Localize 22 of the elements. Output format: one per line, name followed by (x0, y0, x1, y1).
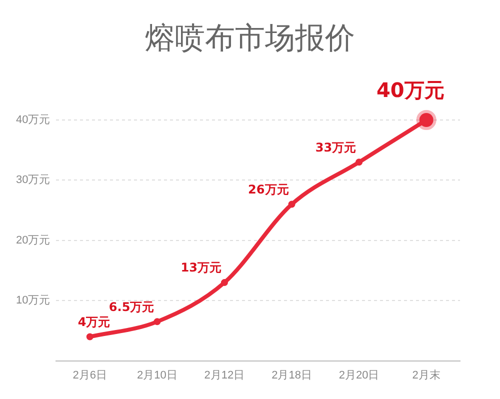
x-tick-label: 2月末 (412, 368, 440, 382)
point (356, 158, 363, 166)
data-label: 26万元 (248, 182, 289, 196)
x-tick-label: 2月10日 (136, 369, 178, 382)
y-tick-label: 20万元 (16, 234, 50, 246)
data-label: 13万元 (180, 260, 222, 275)
data-label: 6.5万元 (108, 300, 154, 314)
x-tick-label: 2月18日 (272, 369, 312, 382)
y-tick-label: 40万元 (16, 114, 50, 126)
point (154, 318, 161, 326)
x-tick-label: 2月20日 (338, 369, 380, 382)
data-label: 33万元 (315, 140, 356, 154)
y-tick-label: 30万元 (16, 174, 50, 186)
point (288, 200, 296, 208)
x-tick-label: 2月12日 (204, 369, 245, 382)
data-label: 40万元 (376, 78, 444, 102)
point (220, 279, 228, 286)
chart-title: 熔喷布市场报价 (144, 20, 356, 58)
x-tick-label: 2月6日 (72, 369, 108, 382)
point (86, 333, 94, 340)
y-tick-label: 10万元 (16, 294, 50, 307)
data-label: 4万元 (78, 314, 110, 329)
